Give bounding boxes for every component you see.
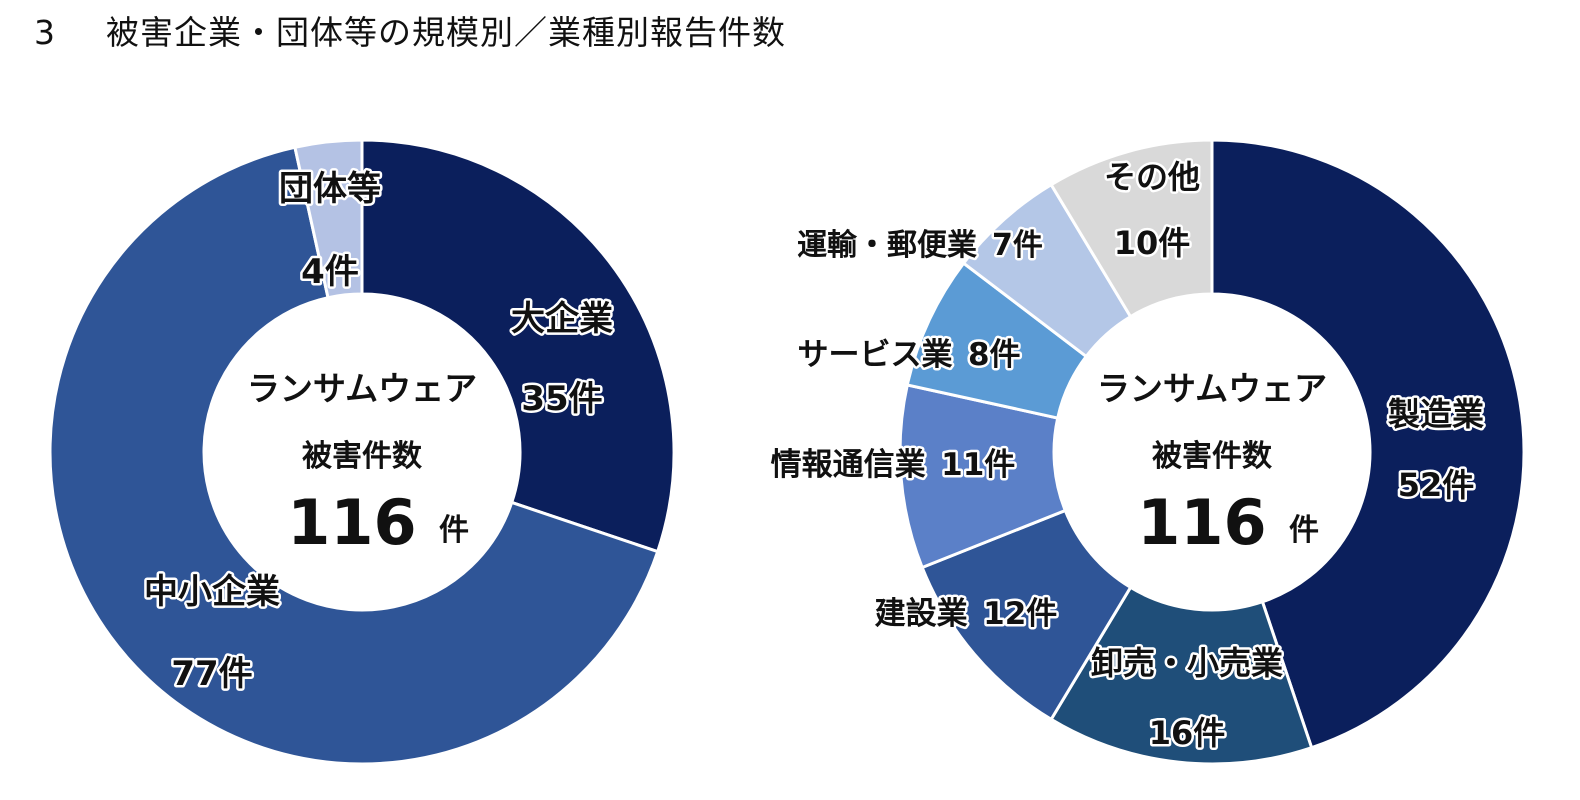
- slice-category-label-1: 中小企業: [144, 572, 280, 612]
- slice-category-label-2: 団体等: [279, 169, 381, 209]
- slice-category-label-0: 大企業: [511, 299, 613, 339]
- donut-slice-6: [1049, 138, 1214, 319]
- slice-category-label-2: 建設業 12件: [875, 596, 1058, 632]
- slice-value-label-0: 52件: [1398, 466, 1475, 504]
- center-unit: 件: [439, 513, 469, 548]
- center-subtitle: 被害件数: [1152, 439, 1273, 474]
- slice-category-label-4: サービス業 8件: [797, 337, 1020, 373]
- slice-category-label-0: 製造業: [1388, 395, 1484, 433]
- slice-category-label-3: 情報通信業 11件: [771, 447, 1016, 483]
- slice-value-label-1: 16件: [1149, 714, 1226, 752]
- center-unit: 件: [1289, 513, 1319, 548]
- slice-value-label-2: 4件: [301, 252, 359, 292]
- title-number: 3: [34, 13, 56, 52]
- slice-value-label-0: 35件: [521, 379, 602, 419]
- donut-slice-1: [1049, 585, 1314, 766]
- slice-category-label-6: その他: [1104, 158, 1200, 196]
- center-title: ランサムウェア: [1097, 369, 1327, 408]
- center-total: 116: [1137, 486, 1266, 559]
- donut-slice-0: [360, 138, 676, 554]
- donut-slice-0: [1210, 138, 1526, 750]
- slice-category-label-1: 卸売・小売業: [1091, 644, 1283, 682]
- title-text: 被害企業・団体等の規模別／業種別報告件数: [106, 13, 786, 52]
- donut-slice-1: [48, 145, 660, 766]
- slice-value-label-1: 77件: [171, 654, 252, 694]
- center-title: ランサムウェア: [247, 369, 477, 408]
- center-total: 116: [287, 486, 416, 559]
- page-title: 3 被害企業・団体等の規模別／業種別報告件数: [34, 6, 786, 54]
- slice-category-label-5: 運輸・郵便業 7件: [797, 228, 1043, 263]
- center-subtitle: 被害件数: [302, 439, 423, 474]
- slice-value-label-6: 10件: [1114, 224, 1191, 262]
- donut-slice-2: [293, 138, 364, 300]
